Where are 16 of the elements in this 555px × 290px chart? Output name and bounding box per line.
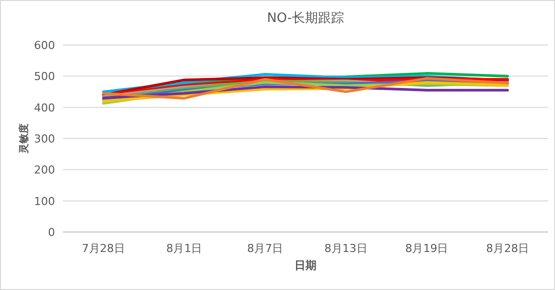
y-tick-label: 100 xyxy=(34,194,55,208)
x-tick-label: 8月7日 xyxy=(247,242,284,255)
x-tick-label: 8月13日 xyxy=(324,242,368,255)
x-tick-label: 8月28日 xyxy=(486,242,530,255)
y-tick-label: 200 xyxy=(34,164,55,177)
y-tick-label: 300 xyxy=(34,132,55,146)
chart-title: NO-长期跟踪 xyxy=(266,11,344,26)
y-tick-label: 500 xyxy=(34,70,55,84)
x-tick-label: 7月28日 xyxy=(82,242,125,255)
y-tick-label: 0 xyxy=(48,226,55,239)
y-tick-label: 600 xyxy=(34,39,55,52)
y-tick-label: 400 xyxy=(34,101,55,114)
x-tick-label: 8月1日 xyxy=(166,242,202,255)
x-axis-title: 日期 xyxy=(294,259,316,272)
y-axis-title: 灵敏度 xyxy=(18,124,30,154)
x-tick-label: 8月19日 xyxy=(405,242,448,255)
